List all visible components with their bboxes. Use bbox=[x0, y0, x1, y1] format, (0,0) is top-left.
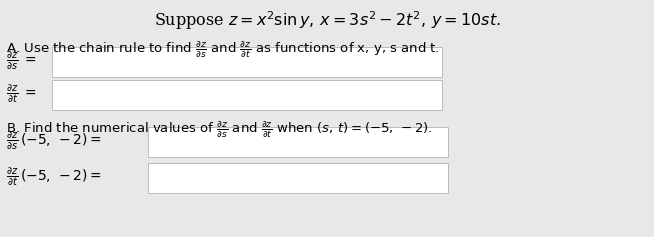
FancyBboxPatch shape bbox=[148, 127, 448, 157]
Text: $\frac{\partial z}{\partial s}\,(-5,\,-2) =$: $\frac{\partial z}{\partial s}\,(-5,\,-2… bbox=[6, 130, 101, 152]
Text: A. Use the chain rule to find $\frac{\partial z}{\partial s}$ and $\frac{\partia: A. Use the chain rule to find $\frac{\pa… bbox=[6, 39, 439, 60]
FancyBboxPatch shape bbox=[52, 80, 442, 110]
FancyBboxPatch shape bbox=[52, 47, 442, 77]
Text: $\frac{\partial z}{\partial s}$ $=$: $\frac{\partial z}{\partial s}$ $=$ bbox=[6, 50, 37, 72]
FancyBboxPatch shape bbox=[148, 163, 448, 193]
Text: B. Find the numerical values of $\frac{\partial z}{\partial s}$ and $\frac{\part: B. Find the numerical values of $\frac{\… bbox=[6, 119, 432, 140]
Text: $\frac{\partial z}{\partial t}\,(-5,\,-2) =$: $\frac{\partial z}{\partial t}\,(-5,\,-2… bbox=[6, 166, 101, 188]
Text: Suppose $z = x^2 \sin y,\, x = 3s^2 - 2t^2,\, y = 10st.$: Suppose $z = x^2 \sin y,\, x = 3s^2 - 2t… bbox=[154, 9, 500, 32]
Text: $\frac{\partial z}{\partial t}$ $=$: $\frac{\partial z}{\partial t}$ $=$ bbox=[6, 83, 37, 105]
